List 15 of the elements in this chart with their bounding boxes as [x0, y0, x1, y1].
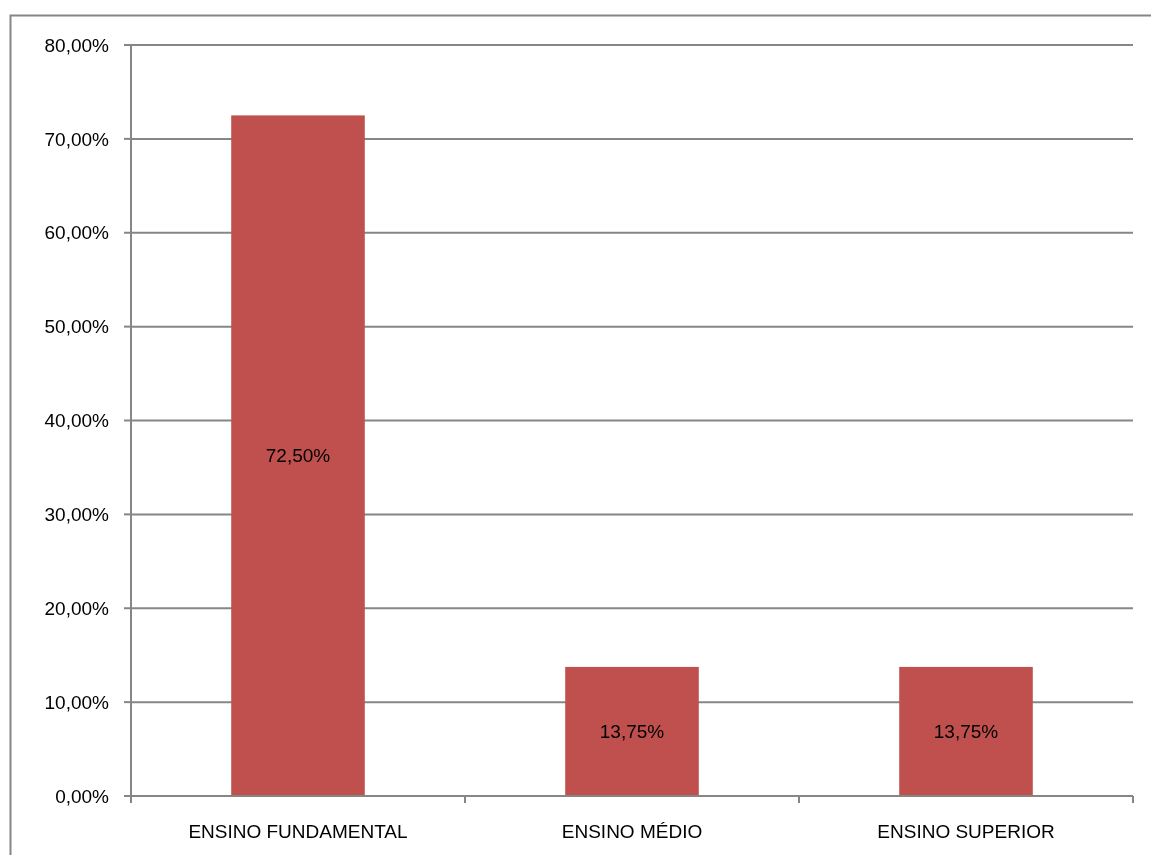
x-tick-label: ENSINO MÉDIO: [561, 821, 703, 842]
y-tick-label: 20,00%: [44, 597, 110, 619]
y-tick-label: 80,00%: [44, 34, 110, 56]
x-tick-label: ENSINO FUNDAMENTAL: [188, 821, 408, 842]
y-tick-label: 70,00%: [44, 128, 110, 150]
x-tick-label: ENSINO SUPERIOR: [877, 821, 1055, 842]
y-tick-label: 10,00%: [44, 691, 110, 713]
data-label: 72,50%: [265, 445, 331, 467]
y-tick-label: 30,00%: [44, 504, 110, 526]
y-tick-label: 60,00%: [44, 222, 110, 244]
y-tick-label: 50,00%: [44, 316, 110, 338]
data-label: 13,75%: [599, 721, 665, 743]
y-tick-label: 0,00%: [55, 785, 110, 807]
data-label: 13,75%: [933, 721, 999, 743]
y-tick-label: 40,00%: [44, 410, 110, 432]
